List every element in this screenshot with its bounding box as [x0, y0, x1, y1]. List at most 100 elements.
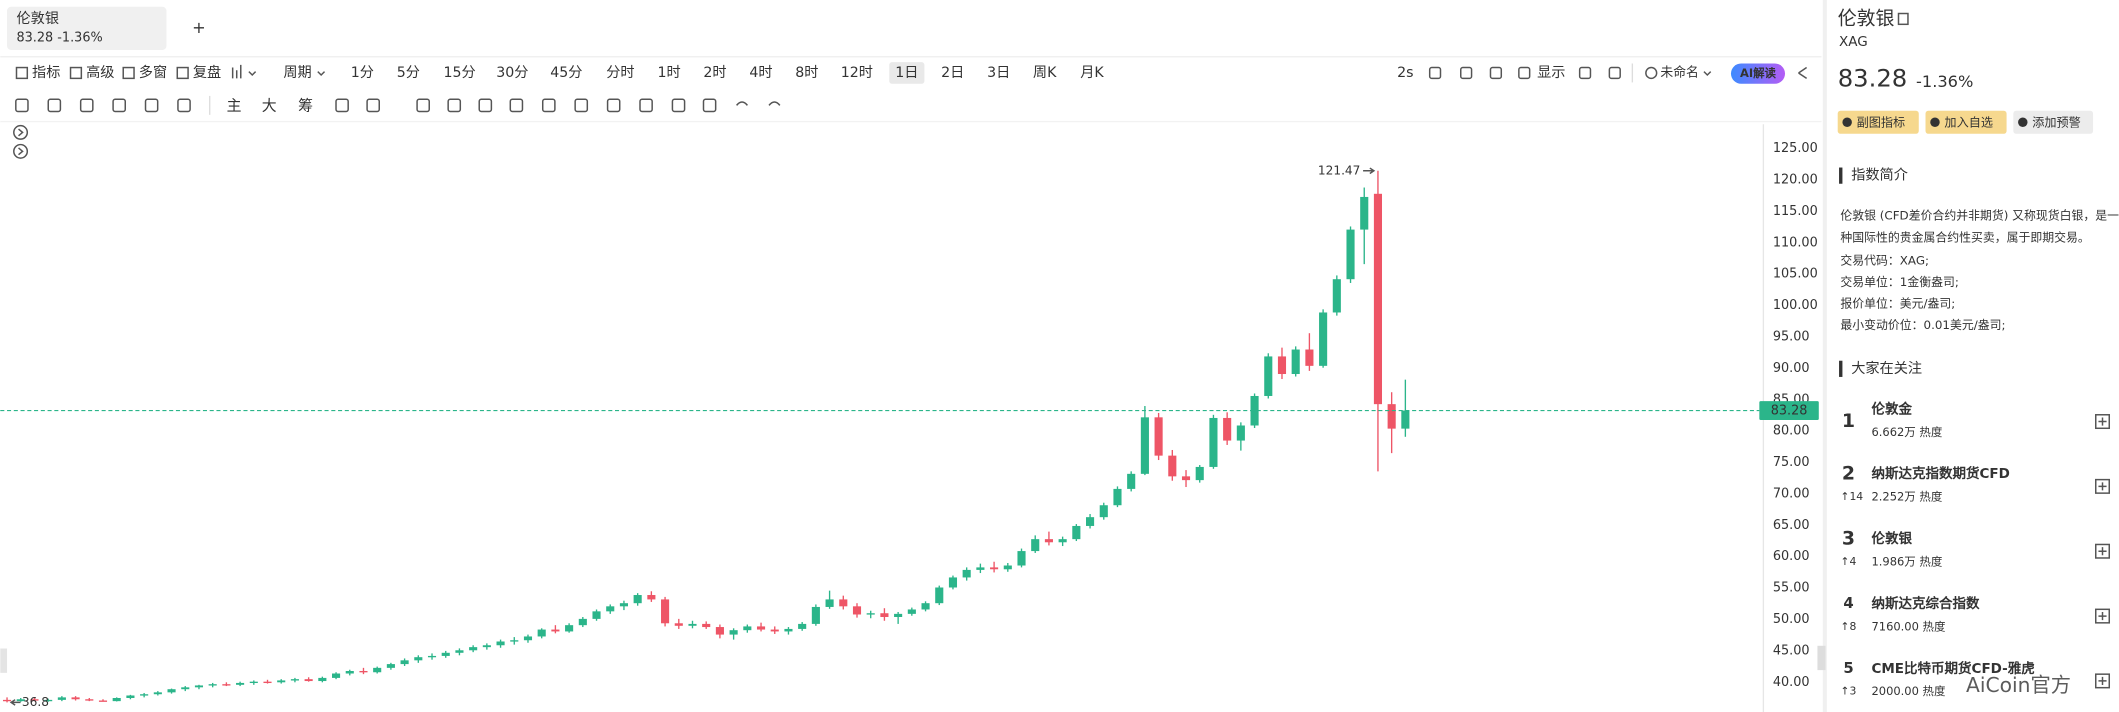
share-icon[interactable]	[1798, 66, 1808, 79]
history-button[interactable]	[736, 101, 748, 106]
drawing-tool[interactable]	[702, 98, 717, 113]
drawing-tool[interactable]	[478, 98, 493, 113]
period-button[interactable]: 15分	[444, 65, 476, 81]
drawing-tool[interactable]	[15, 98, 29, 113]
drawing-tool[interactable]	[177, 98, 191, 113]
add-watch[interactable]	[2095, 608, 2111, 624]
period-button[interactable]: 4时	[749, 65, 772, 81]
candle-body	[318, 677, 327, 682]
drawing-tool[interactable]	[639, 98, 653, 113]
button-icon	[2018, 117, 2028, 127]
detail-text: 报价单位：美元/盎司;	[1840, 296, 1955, 310]
layout-name[interactable]: 未命名	[1660, 64, 1698, 80]
watch-name[interactable]: 纳斯达克指数期货CFD	[1871, 465, 2009, 482]
add-watch-plus	[2098, 676, 2107, 685]
toolbar-button[interactable]: 高级	[86, 64, 114, 81]
period-button[interactable]: 12时	[841, 65, 873, 81]
history-button[interactable]	[768, 101, 781, 106]
candle-body	[1058, 539, 1067, 543]
section-bar	[1839, 360, 1843, 377]
drawing-tool[interactable]	[574, 98, 589, 113]
toolbar-button[interactable]: 多窗	[139, 64, 167, 81]
button-icon	[1842, 117, 1852, 127]
candle-body	[619, 603, 629, 607]
candle-body	[304, 679, 313, 682]
tab[interactable]	[7, 6, 167, 50]
drawing-tool[interactable]	[47, 98, 62, 113]
period-button[interactable]: 1日	[895, 65, 918, 81]
drawing-tool[interactable]	[335, 98, 349, 113]
action-button[interactable]	[2013, 110, 2094, 134]
expand-icon[interactable]	[13, 124, 29, 140]
watch-name[interactable]: 伦敦金	[1871, 400, 1912, 417]
drawing-tool[interactable]	[671, 98, 686, 113]
ai-button[interactable]	[1730, 63, 1786, 84]
low-label: 36.8	[22, 695, 49, 709]
drawing-tool[interactable]	[509, 98, 524, 113]
candle-body	[715, 627, 724, 635]
toolbar-button[interactable]: 复盘	[193, 64, 221, 81]
toolbar-icon[interactable]	[1489, 66, 1503, 80]
chart-type-icon[interactable]	[231, 64, 242, 79]
expand-icon[interactable]	[13, 143, 29, 159]
action-button[interactable]	[1837, 110, 1919, 134]
add-watch[interactable]	[2095, 543, 2111, 559]
add-watch[interactable]	[2095, 673, 2111, 689]
drawing-tool[interactable]	[447, 98, 462, 113]
toolbar-icon[interactable]	[1428, 66, 1442, 80]
toolbar-icon[interactable]	[1518, 66, 1531, 80]
period-button[interactable]: 8时	[795, 65, 818, 81]
candle-body	[948, 577, 958, 588]
period-button[interactable]: 月K	[1080, 65, 1104, 81]
toolbar-icon[interactable]	[1578, 66, 1592, 80]
candle-body	[194, 685, 204, 688]
period-menu[interactable]: 周期	[283, 65, 311, 81]
period-button[interactable]: 45分	[550, 65, 582, 81]
candle-body	[907, 609, 916, 614]
action-button[interactable]	[1925, 110, 2007, 134]
period-button[interactable]: 30分	[496, 65, 528, 81]
add-watch-plus	[2098, 612, 2107, 621]
indicator-toggle[interactable]: 主	[227, 97, 242, 115]
drawing-tool[interactable]	[541, 98, 556, 113]
side-toggle[interactable]	[0, 648, 8, 673]
candle-body	[1332, 279, 1341, 313]
drawing-tool[interactable]	[112, 98, 126, 113]
drawing-tool[interactable]	[606, 98, 621, 113]
candle-body	[770, 629, 779, 632]
period-button[interactable]: 周K	[1033, 65, 1057, 81]
add-watch[interactable]	[2095, 414, 2111, 430]
indicator-toggle[interactable]: 筹	[298, 97, 313, 115]
panel-toggle[interactable]	[1817, 645, 1826, 671]
drawing-tool[interactable]	[144, 98, 159, 113]
watch-name[interactable]: 纳斯达克综合指数	[1871, 595, 1979, 612]
period-button[interactable]: 1分	[351, 65, 374, 81]
watch-heat: 6.662万 热度	[1871, 425, 1942, 439]
indicator-toggle[interactable]: 大	[262, 97, 277, 115]
period-button[interactable]: 2日	[941, 65, 964, 81]
tab-title: 伦敦银	[16, 11, 59, 27]
add-tab[interactable]: +	[192, 18, 206, 37]
drawing-tool[interactable]	[416, 98, 430, 113]
period-button[interactable]: 2时	[703, 65, 726, 81]
candle-body	[1209, 417, 1218, 467]
copy-icon[interactable]	[1897, 12, 1909, 26]
drawing-tool[interactable]	[79, 98, 94, 113]
watch-name[interactable]: CME比特币期货CFD-雅虎	[1871, 660, 2035, 677]
drawing-tool[interactable]	[366, 98, 380, 113]
period-button[interactable]: 分时	[606, 65, 634, 81]
refresh-interval[interactable]: 2s	[1397, 65, 1413, 81]
add-watch[interactable]	[2095, 478, 2111, 494]
candle-body	[1305, 349, 1314, 366]
candle-body	[277, 680, 286, 683]
candle-body	[386, 664, 395, 668]
candle-body	[373, 667, 382, 673]
display-button[interactable]: 显示	[1537, 65, 1565, 81]
toolbar-icon[interactable]	[1608, 66, 1621, 80]
period-button[interactable]: 3日	[987, 65, 1010, 81]
period-button[interactable]: 1时	[657, 65, 680, 81]
toolbar-button[interactable]: 指标	[32, 65, 60, 81]
watch-name[interactable]: 伦敦银	[1871, 530, 1912, 547]
toolbar-icon[interactable]	[1460, 66, 1473, 80]
period-button[interactable]: 5分	[397, 65, 420, 81]
